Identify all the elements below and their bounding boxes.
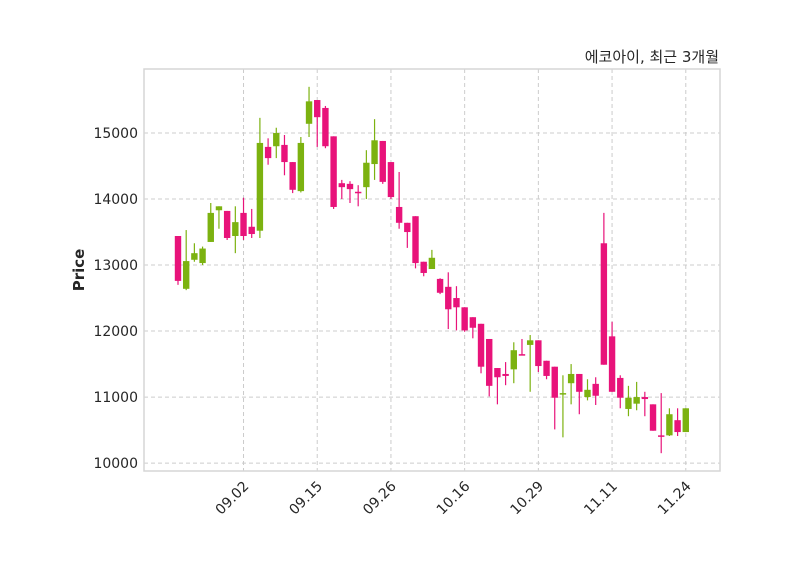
x-tick-label: 09.26 (360, 478, 400, 518)
candle-body-up (191, 253, 198, 260)
y-tick-label: 10000 (93, 456, 138, 472)
candle-body-down (289, 162, 296, 190)
candle-body-down (469, 317, 477, 328)
y-tick-label: 12000 (93, 324, 138, 340)
candle-body-up (584, 389, 591, 398)
candle-body-down (322, 107, 329, 147)
candle-body-down (518, 354, 526, 356)
candle-body-down (420, 261, 427, 273)
candle-body-down (674, 420, 681, 433)
candle-body-down (395, 206, 403, 223)
candle-body-down (486, 338, 493, 386)
candle-body-down (223, 210, 231, 238)
candle-body-up (682, 408, 689, 433)
candle-body-up (297, 142, 305, 192)
y-tick-label: 11000 (93, 390, 138, 406)
y-axis-label: Price (70, 249, 88, 292)
candle-body-down (264, 146, 272, 159)
candle-body-down (445, 286, 452, 310)
candle-body-down (330, 136, 337, 207)
candle-body-up (371, 140, 378, 165)
candle-body-up (256, 142, 264, 231)
candle-body-down (281, 144, 288, 163)
candle-body-down (387, 162, 395, 198)
candle-body-down (174, 236, 182, 281)
candle-body-down (404, 222, 411, 233)
candle-body-down (477, 323, 485, 367)
candle-body-down (314, 100, 321, 118)
candle-body-up (363, 162, 370, 188)
candle-body-down (535, 340, 542, 367)
candle-body-down (649, 404, 657, 431)
x-tick-label: 10.16 (434, 478, 474, 518)
x-tick-label: 09.02 (213, 479, 253, 519)
candle-body-up (633, 397, 640, 404)
candle-body-down (338, 183, 345, 188)
candle-body-down (494, 368, 501, 378)
candle-body-down (617, 377, 624, 398)
candle-body-down (502, 373, 509, 376)
candle-body-up (232, 222, 239, 237)
candle-body-down (592, 383, 599, 396)
x-tick-label: 11.24 (655, 478, 695, 518)
candle-body-down (608, 336, 616, 392)
candle-body-down (354, 191, 362, 194)
x-tick-label: 09.15 (286, 479, 326, 519)
candle-body-down (436, 278, 444, 293)
candle-body-down (240, 212, 247, 237)
candles (174, 86, 689, 454)
candle-body-up (215, 206, 223, 211)
candle-body-down (658, 435, 665, 437)
plot-frame (143, 68, 721, 472)
candle-body-up (510, 350, 517, 370)
candle-body-up (526, 340, 534, 345)
candle-body-down (543, 360, 550, 376)
candle-body-down (641, 397, 649, 400)
y-axis-ticks: 10000 11000 12000 13000 14000 15000 (93, 126, 138, 472)
candle-body-up (199, 248, 206, 264)
candle-body-up (428, 257, 436, 270)
candle-body-down (379, 140, 386, 182)
y-tick-label: 13000 (93, 258, 138, 274)
candle-body-up (559, 393, 567, 395)
candle-body-down (412, 216, 419, 264)
candle-body-up (207, 212, 214, 242)
candle-body-down (248, 226, 255, 235)
x-axis-ticks: 09.02 09.15 09.26 10.16 10.29 11.11 11.24 (213, 478, 695, 518)
candle-body-up (567, 373, 575, 384)
candle-body-up (273, 133, 280, 147)
y-tick-label: 15000 (93, 126, 138, 142)
chart-title: 에코아이, 최근 3개월 (585, 48, 719, 66)
candle-body-up (666, 414, 673, 436)
candle-body-up (305, 101, 313, 124)
candle-body-down (551, 366, 558, 398)
candle-body-down (346, 183, 354, 190)
x-tick-label: 11.11 (581, 479, 621, 519)
grid (144, 69, 720, 471)
candle-body-down (576, 373, 583, 392)
candle-body-up (182, 261, 190, 289)
candle-body-down (600, 243, 608, 365)
candle-body-up (625, 397, 632, 409)
x-tick-label: 10.29 (508, 479, 548, 519)
y-tick-label: 14000 (93, 192, 138, 208)
candle-body-down (453, 298, 460, 308)
candle-body-down (461, 307, 468, 331)
